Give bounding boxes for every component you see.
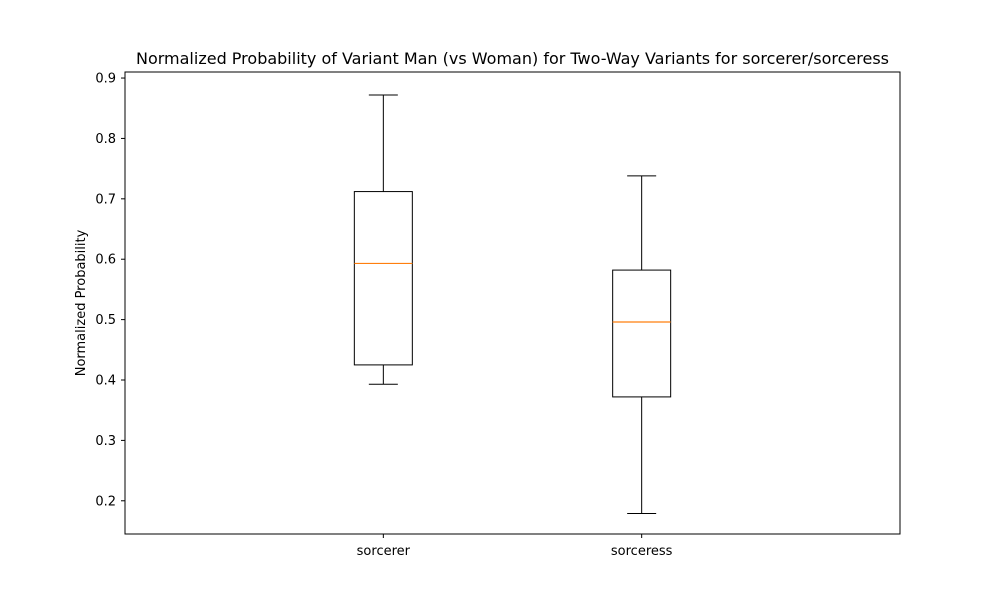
- y-tick-label: 0.6: [95, 253, 116, 268]
- y-tick-label: 0.4: [95, 374, 116, 389]
- axes-frame: [124, 71, 901, 535]
- y-axis-label: Normalized Probability: [74, 229, 89, 376]
- y-tick-label: 0.9: [95, 72, 116, 87]
- y-tick-label: 0.5: [95, 313, 116, 328]
- box-body-sorceress: [612, 269, 672, 398]
- x-tick-label: sorcerer: [357, 544, 411, 559]
- y-tick-label: 0.7: [95, 192, 116, 207]
- y-tick-label: 0.3: [95, 434, 116, 449]
- chart-title: Normalized Probability of Variant Man (v…: [136, 49, 889, 68]
- y-tick-label: 0.2: [95, 494, 116, 509]
- x-tick-label: sorceress: [611, 544, 673, 559]
- y-tick-label: 0.8: [95, 132, 116, 147]
- box-body-sorcerer: [353, 191, 413, 366]
- box-sorcerer: [353, 94, 413, 385]
- box-sorceress: [612, 175, 672, 514]
- plot-area: 0.2 0.3 0.4 0.5 0.6 0.7 0.8 0.9 sorcerer sorceres…: [95, 71, 901, 559]
